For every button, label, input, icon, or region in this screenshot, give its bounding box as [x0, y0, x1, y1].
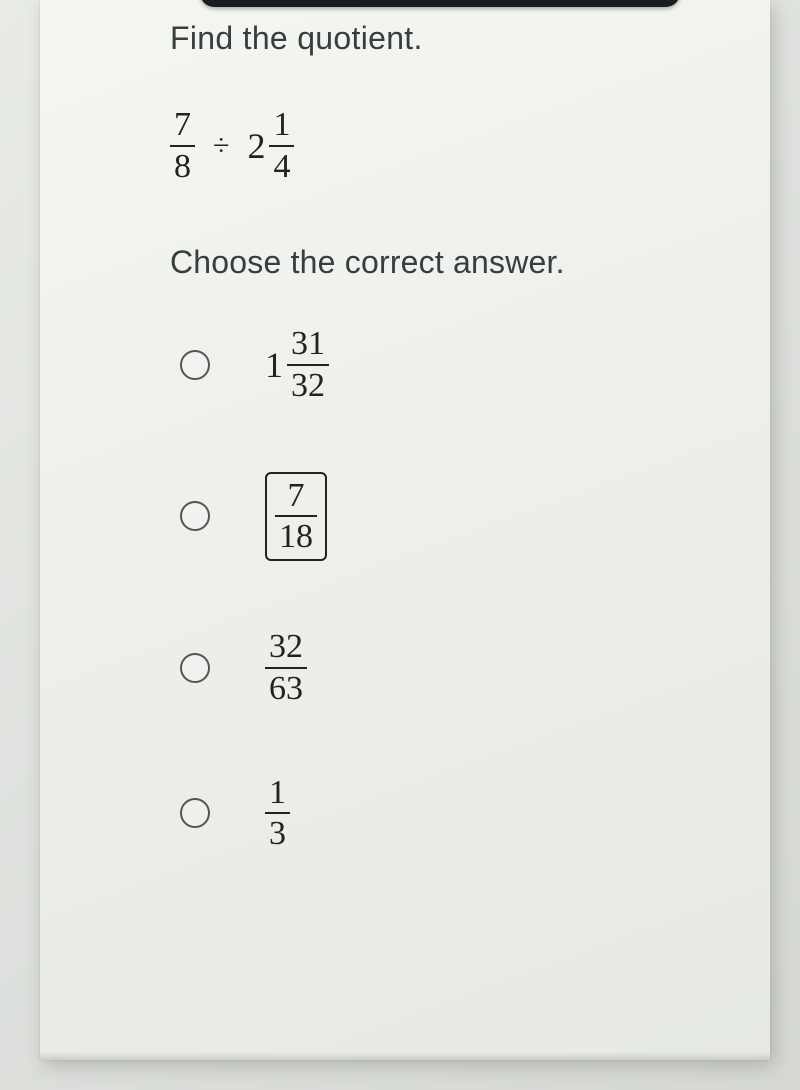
division-operator: ÷: [213, 129, 229, 163]
radio-b[interactable]: [180, 501, 210, 531]
answer-c: 32 63: [265, 629, 307, 706]
boxed-fraction: 7 18: [265, 472, 327, 561]
option-d[interactable]: 1 3: [180, 775, 770, 852]
right-whole: 2: [247, 125, 265, 167]
right-numerator: 1: [269, 107, 294, 145]
option-b-num: 7: [284, 478, 309, 516]
answer-options: 1 31 32 7 18 32: [170, 326, 770, 852]
left-numerator: 7: [170, 107, 195, 145]
choose-prompt: Choose the correct answer.: [170, 244, 770, 281]
page-bottom-shadow: [40, 1052, 770, 1060]
math-expression: 7 8 ÷ 2 1 4: [170, 107, 770, 184]
option-c-den: 63: [265, 667, 307, 707]
option-d-den: 3: [265, 812, 290, 852]
option-a-den: 32: [287, 364, 329, 404]
option-a-whole: 1: [265, 344, 283, 386]
left-fraction: 7 8: [170, 107, 195, 184]
option-a-num: 31: [287, 326, 329, 364]
left-denominator: 8: [170, 145, 195, 185]
answer-b: 7 18: [265, 472, 327, 561]
worksheet-page: Find the quotient. 7 8 ÷ 2 1 4 Choose th…: [40, 0, 770, 1060]
question-prompt: Find the quotient.: [170, 20, 770, 57]
option-c[interactable]: 32 63: [180, 629, 770, 706]
option-c-num: 32: [265, 629, 307, 667]
top-dark-bar: [200, 0, 680, 7]
option-a[interactable]: 1 31 32: [180, 326, 770, 403]
right-denominator: 4: [269, 145, 294, 185]
option-b[interactable]: 7 18: [180, 472, 770, 561]
option-d-num: 1: [265, 775, 290, 813]
right-fraction: 1 4: [269, 107, 294, 184]
answer-d: 1 3: [265, 775, 290, 852]
radio-a[interactable]: [180, 350, 210, 380]
radio-d[interactable]: [180, 798, 210, 828]
option-b-den: 18: [275, 515, 317, 555]
radio-c[interactable]: [180, 653, 210, 683]
answer-a: 1 31 32: [265, 326, 329, 403]
right-mixed-number: 2 1 4: [247, 107, 294, 184]
